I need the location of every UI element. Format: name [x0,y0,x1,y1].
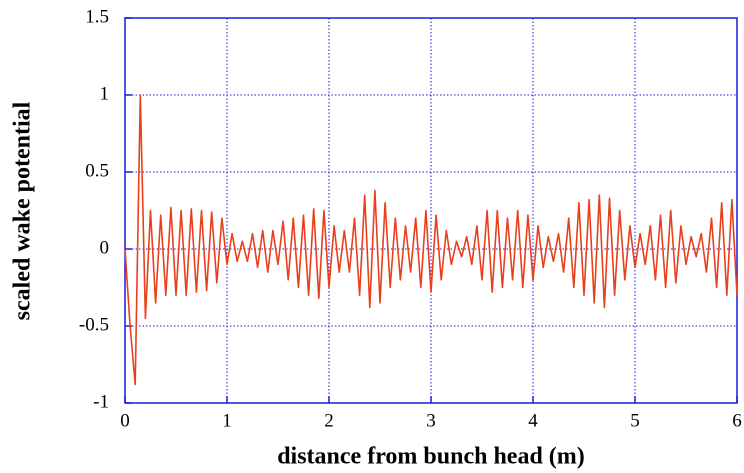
x-tick-label: 1 [222,410,232,431]
y-tick-label: 1.5 [85,6,109,27]
y-tick-label: -1 [93,391,109,412]
x-tick-label: 4 [528,410,538,431]
y-tick-label: 0 [100,237,110,258]
x-tick-label: 6 [732,410,742,431]
x-tick-label: 3 [426,410,436,431]
y-tick-label: 0.5 [85,160,109,181]
y-tick-label: -0.5 [79,314,109,335]
x-axis-title: distance from bunch head (m) [277,444,585,470]
x-tick-label: 5 [630,410,640,431]
x-tick-label: 0 [120,410,130,431]
data-line [124,94,738,386]
y-tick-label: 1 [100,83,110,104]
y-axis-title: scaled wake potential [10,101,36,320]
plot-frame [124,17,738,404]
x-tick-label: 2 [324,410,334,431]
